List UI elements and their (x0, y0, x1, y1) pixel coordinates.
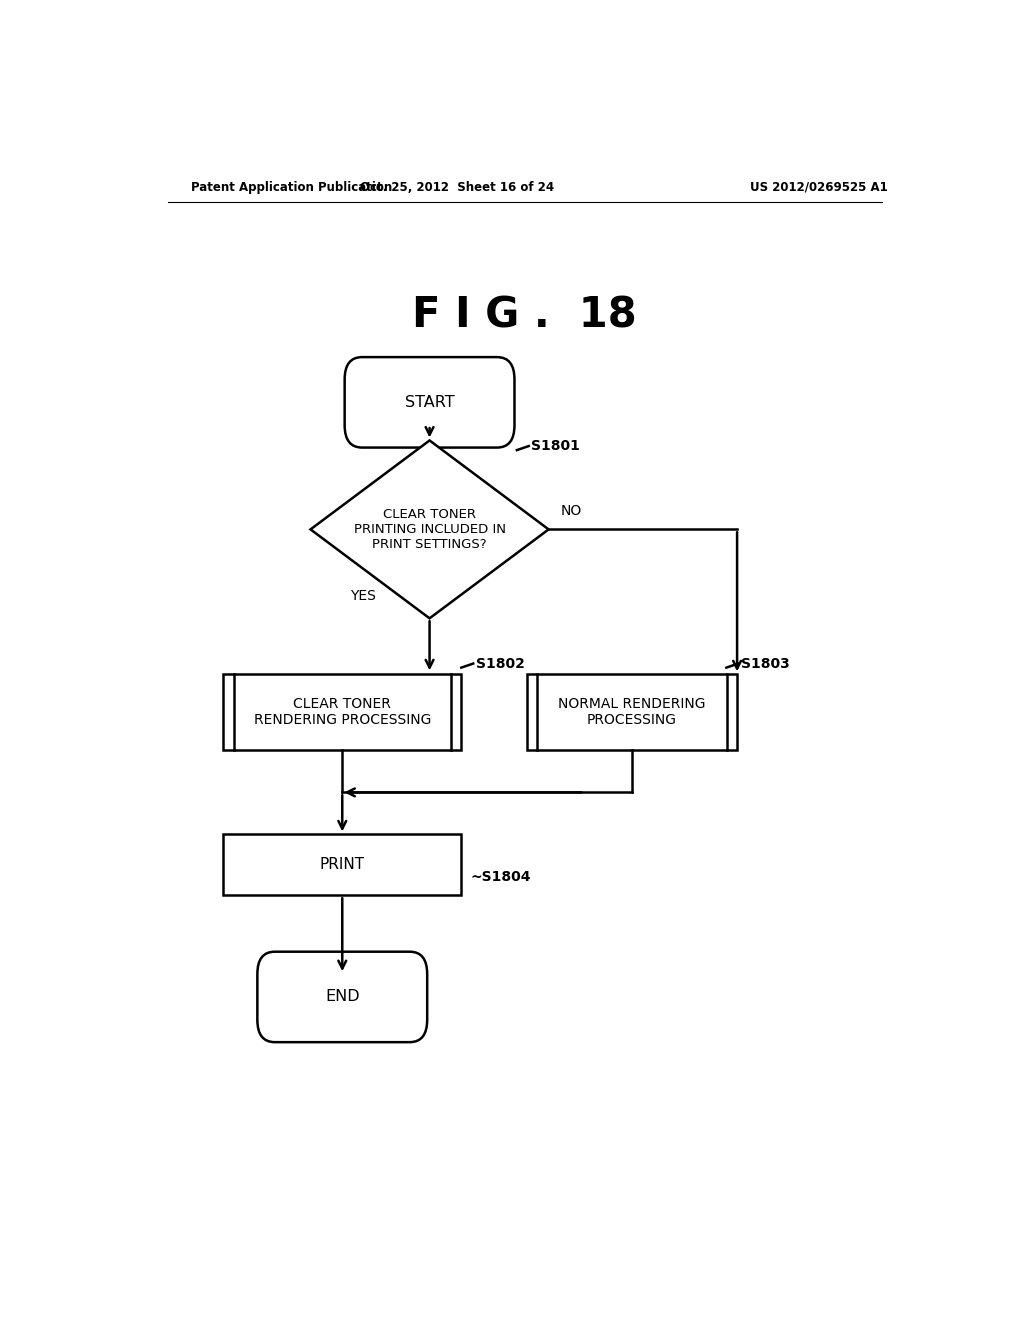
Text: CLEAR TONER
RENDERING PROCESSING: CLEAR TONER RENDERING PROCESSING (254, 697, 431, 727)
Text: START: START (404, 395, 455, 409)
Text: Patent Application Publication: Patent Application Publication (191, 181, 393, 194)
Text: END: END (325, 990, 359, 1005)
Polygon shape (310, 441, 549, 618)
Text: YES: YES (350, 589, 376, 603)
Bar (526, 675, 737, 751)
Text: F I G .  18: F I G . 18 (413, 294, 637, 337)
Text: PRINT: PRINT (319, 857, 365, 873)
Text: S1801: S1801 (531, 440, 580, 453)
Text: S1803: S1803 (740, 656, 790, 671)
Text: US 2012/0269525 A1: US 2012/0269525 A1 (750, 181, 888, 194)
FancyBboxPatch shape (345, 358, 514, 447)
Text: ~S1804: ~S1804 (471, 870, 531, 884)
Text: S1802: S1802 (475, 656, 524, 671)
Bar (223, 675, 462, 751)
Text: NO: NO (560, 504, 582, 517)
FancyBboxPatch shape (257, 952, 427, 1043)
Text: CLEAR TONER
PRINTING INCLUDED IN
PRINT SETTINGS?: CLEAR TONER PRINTING INCLUDED IN PRINT S… (353, 508, 506, 550)
Text: NORMAL RENDERING
PROCESSING: NORMAL RENDERING PROCESSING (558, 697, 706, 727)
Bar (223, 834, 462, 895)
Text: Oct. 25, 2012  Sheet 16 of 24: Oct. 25, 2012 Sheet 16 of 24 (360, 181, 554, 194)
